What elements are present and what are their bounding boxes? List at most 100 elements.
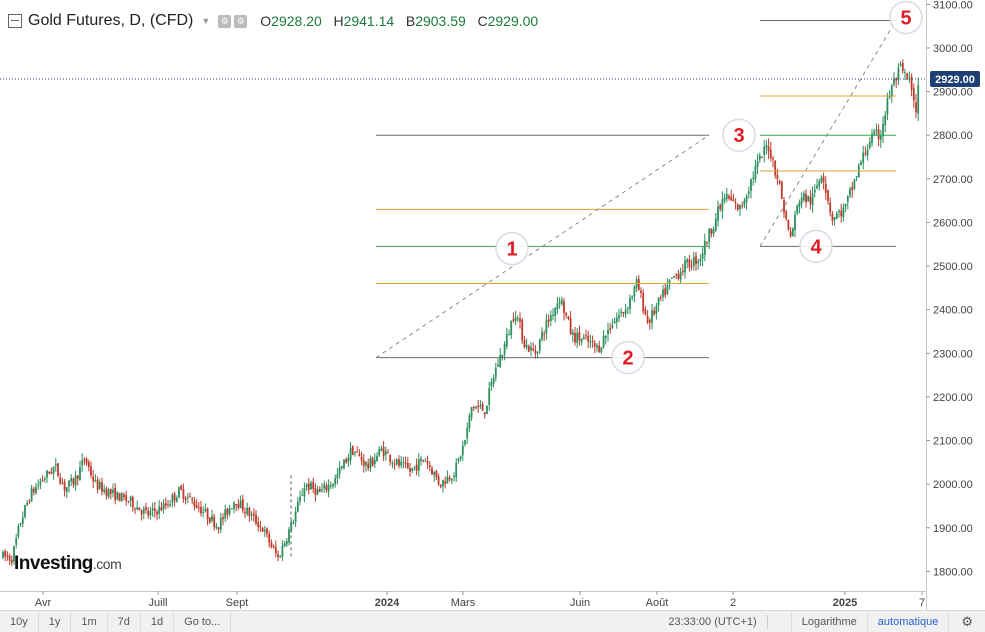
candle-body: [477, 405, 480, 407]
indicator-icon[interactable]: ⚙: [234, 14, 248, 28]
candle-body: [723, 197, 726, 201]
candle-body: [160, 507, 163, 511]
candle-body: [842, 207, 845, 218]
candle-body: [521, 319, 524, 341]
candle-body: [415, 464, 418, 471]
chevron-down-icon[interactable]: ▼: [201, 16, 211, 26]
y-tick-label: 2100.00: [933, 436, 973, 448]
candle-body: [257, 522, 260, 528]
candle-body: [219, 517, 222, 530]
brand-domain: .com: [92, 556, 122, 572]
candle-body: [413, 466, 416, 468]
candle-body: [105, 488, 108, 496]
candle-body: [653, 310, 656, 315]
candle-body: [83, 459, 86, 461]
candle-body: [580, 338, 583, 343]
candle-body: [398, 459, 400, 466]
candle-body: [171, 494, 174, 503]
candle-body: [127, 501, 130, 503]
candle-body: [422, 460, 425, 462]
ohlc-low-key: B: [405, 13, 416, 29]
candle-body: [332, 483, 334, 487]
candle-body: [468, 415, 471, 429]
ohlc-low-value: 2903.59: [415, 13, 466, 29]
candle-body: [798, 202, 801, 207]
candle-body: [329, 485, 332, 487]
candle-body: [543, 333, 546, 335]
wave-label-1[interactable]: 1: [495, 231, 529, 266]
last-price-tag: [930, 70, 980, 87]
trend-line[interactable]: [375, 134, 710, 359]
candle-body: [46, 470, 48, 478]
candle-body: [732, 199, 735, 202]
candle-body: [362, 460, 365, 466]
candle-body: [503, 344, 506, 355]
collapse-icon[interactable]: [8, 14, 22, 28]
candle-body: [884, 115, 887, 126]
candle-body: [167, 504, 169, 506]
candle-body: [389, 454, 392, 463]
candle-body: [675, 274, 678, 276]
candle-body: [688, 259, 691, 268]
candle-body: [578, 331, 581, 341]
auto-toggle[interactable]: automatique: [868, 611, 950, 632]
candle-body: [479, 405, 482, 407]
candle-body: [382, 447, 385, 457]
candle-body: [200, 506, 202, 514]
gear-icon[interactable]: ⚙: [961, 613, 973, 629]
candle-body: [17, 526, 20, 537]
wave-label-3[interactable]: 3: [722, 118, 756, 152]
x-tick-label: Mars: [451, 597, 476, 609]
y-tick-label: 3000.00: [933, 43, 973, 55]
range-1d-button[interactable]: 1d: [141, 611, 175, 632]
settings-icon[interactable]: ⚙: [218, 14, 232, 28]
wave-label-2[interactable]: 2: [611, 340, 645, 375]
candle-body: [426, 461, 429, 464]
candle-body: [6, 555, 9, 557]
y-tick-label: 2000.00: [933, 479, 973, 491]
candle-body: [565, 312, 568, 316]
candle-body: [96, 479, 99, 490]
candle-body: [756, 161, 759, 168]
goto-button[interactable]: Go to...: [174, 611, 232, 632]
candle-body: [589, 341, 592, 343]
candle-body: [719, 204, 722, 209]
candle-body: [263, 529, 266, 532]
candle-body: [855, 176, 858, 178]
candle-body: [807, 195, 810, 201]
percent-toggle[interactable]: [768, 611, 792, 632]
candle-body: [409, 468, 411, 472]
candle-body: [824, 183, 827, 193]
wave-label-4[interactable]: 4: [799, 229, 833, 264]
candle-body: [657, 297, 660, 306]
candle-body: [545, 320, 548, 334]
candle-body: [378, 449, 381, 456]
candle-body: [37, 485, 40, 487]
candle-body: [74, 475, 77, 486]
range-1m-button[interactable]: 1m: [71, 611, 108, 632]
candle-body: [197, 507, 200, 509]
candle-body: [481, 404, 484, 411]
wave-label-5[interactable]: 5: [889, 0, 923, 35]
range-10y-button[interactable]: 10y: [0, 611, 39, 632]
log-toggle[interactable]: Logarithme: [792, 611, 868, 632]
brand-name: Investing: [14, 553, 93, 574]
ohlc-high-value: 2941.14: [343, 13, 395, 29]
range-1y-button[interactable]: 1y: [39, 611, 72, 632]
y-tick-label: 2600.00: [933, 217, 973, 229]
candle-body: [558, 302, 561, 304]
trend-line[interactable]: [759, 20, 897, 247]
candle-body: [151, 508, 154, 511]
candle-body: [664, 288, 667, 296]
candle-body: [107, 489, 110, 498]
candle-body: [142, 508, 145, 514]
candle-body: [745, 196, 748, 203]
ohlc-close-key: C: [477, 13, 488, 29]
candle-body: [305, 484, 308, 488]
candle-body: [125, 495, 128, 501]
candle-body: [765, 145, 768, 148]
range-7d-button[interactable]: 7d: [108, 611, 141, 632]
candle-body: [532, 348, 535, 351]
x-tick-label: Juill: [149, 597, 168, 609]
